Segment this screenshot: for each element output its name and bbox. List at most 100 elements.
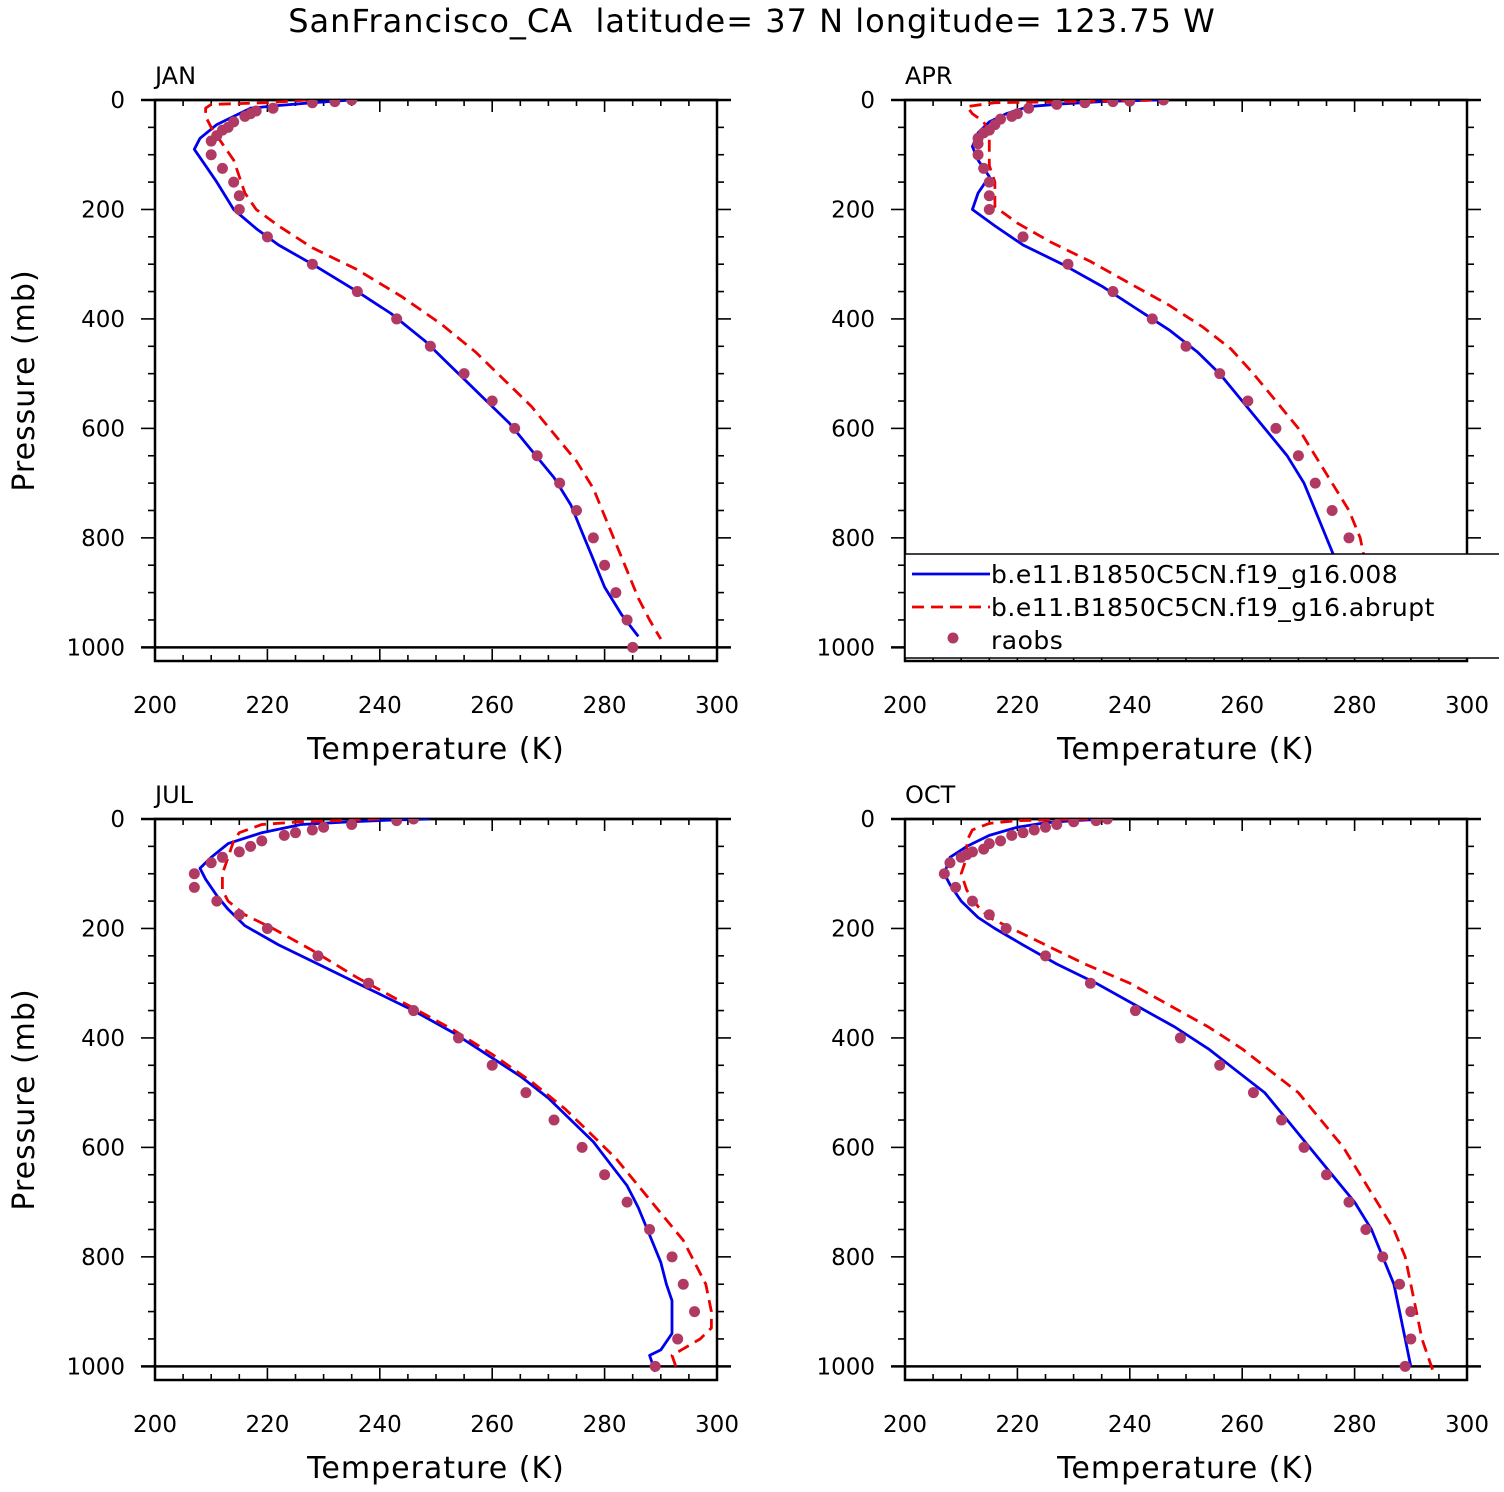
raobs-point [548,1114,560,1126]
raobs-point [391,313,403,325]
raobs-point [306,258,318,270]
raobs-point [245,840,257,852]
y-tick-label: 800 [81,1245,125,1271]
raobs-point [312,950,324,962]
raobs-point [995,835,1007,847]
y-tick-label: 600 [81,416,125,442]
raobs-point [452,1032,464,1044]
series-group [938,819,1435,1373]
series-group [192,100,663,653]
y-tick-label: 600 [831,416,875,442]
raobs-point [644,1223,656,1235]
raobs-point [1180,340,1192,352]
raobs-point [216,162,228,174]
y-tick-label: 0 [860,807,875,833]
raobs-point [211,895,223,907]
raobs-point [1309,477,1321,489]
raobs-point [1079,100,1091,109]
raobs-point [1084,977,1096,989]
raobs-point [677,1278,689,1290]
x-tick-label: 220 [245,1412,289,1438]
raobs-point [666,1251,678,1263]
x-tick-label: 280 [583,1412,627,1438]
raobs-point [966,895,978,907]
raobs-point [599,559,611,571]
y-tick-label: 200 [831,916,875,942]
x-tick-label: 280 [583,693,627,719]
legend: b.e11.B1850C5CN.f19_g16.008 b.e11.B1850C5… [904,553,1499,659]
raobs-point [627,641,639,653]
panel-title: JAN [153,62,196,90]
raobs-point [1107,286,1119,298]
plot-frame [153,98,719,663]
x-tick-label: 260 [470,693,514,719]
raobs-point [983,909,995,921]
raobs-point [1405,1333,1417,1345]
raobs-point [1158,100,1170,106]
series-group [188,819,713,1373]
legend-background [905,554,1499,658]
x-tick-label: 300 [695,1412,739,1438]
raobs-point [576,1141,588,1153]
raobs-point [599,1169,611,1181]
x-tick-label: 240 [358,693,402,719]
x-tick-label: 200 [883,1412,927,1438]
raobs-point [306,824,318,836]
y-tick-label: 200 [81,197,125,223]
raobs-point [978,843,990,855]
raobs-point [1006,829,1018,841]
raobs-point [955,851,967,863]
raobs-point [621,1196,633,1208]
x-axis-label: Temperature (K) [306,1451,565,1486]
y-tick-label: 400 [831,307,875,333]
raobs-point [1051,819,1063,830]
raobs-point [256,835,268,847]
raobs-point [261,922,273,934]
raobs-point [188,881,200,893]
y-tick-label: 1000 [66,635,125,661]
x-tick-label: 260 [470,1412,514,1438]
raobs-point [408,819,420,825]
raobs-point [1242,395,1254,407]
raobs-point [458,368,470,380]
legend-marker-dot [947,632,959,644]
x-tick-label: 300 [1445,693,1489,719]
raobs-point [233,190,245,202]
raobs-point [978,162,990,174]
panel-title: JUL [153,781,194,809]
raobs-point [1174,1032,1186,1044]
y-tick-label: 1000 [816,635,875,661]
y-axis-label: Pressure (mb) [7,988,42,1210]
raobs-point [689,1306,701,1318]
raobs-point [1090,819,1102,827]
raobs-point [424,340,436,352]
panel-jul: 200 220 240 260 280 300 0 200 400 600 800 1000 JUL Te… [7,781,739,1486]
raobs-point [486,395,498,407]
x-tick-label: 200 [133,1412,177,1438]
raobs-point [1343,1196,1355,1208]
raobs-point [346,819,358,830]
figure-title: SanFrancisco_CA latitude= 37 N longitude… [288,2,1216,40]
raobs-point [1270,422,1282,434]
x-axis-label: Temperature (K) [1056,732,1315,767]
raobs-point [205,857,217,869]
raobs-point [531,450,543,462]
x-tick-label: 220 [995,693,1039,719]
raobs-point [1101,819,1113,825]
x-tick-label: 220 [245,693,289,719]
panel-title: OCT [905,781,956,809]
legend-entry-label: b.e11.B1850C5CN.f19_g16.abrupt [991,593,1435,622]
raobs-point [233,909,245,921]
y-axis-label: Pressure (mb) [7,269,42,491]
raobs-point [983,176,995,188]
y-tick-label: 400 [81,307,125,333]
x-tick-label: 240 [358,1412,402,1438]
x-tick-label: 200 [883,693,927,719]
series-line-008 [942,819,1413,1367]
panel-oct: 200 220 240 260 280 300 0 200 400 600 800 1000 OCT Te… [816,781,1489,1486]
raobs-point [649,1360,661,1372]
x-tick-label: 220 [995,1412,1039,1438]
raobs-point [672,1333,684,1345]
y-tick-label: 0 [110,807,125,833]
